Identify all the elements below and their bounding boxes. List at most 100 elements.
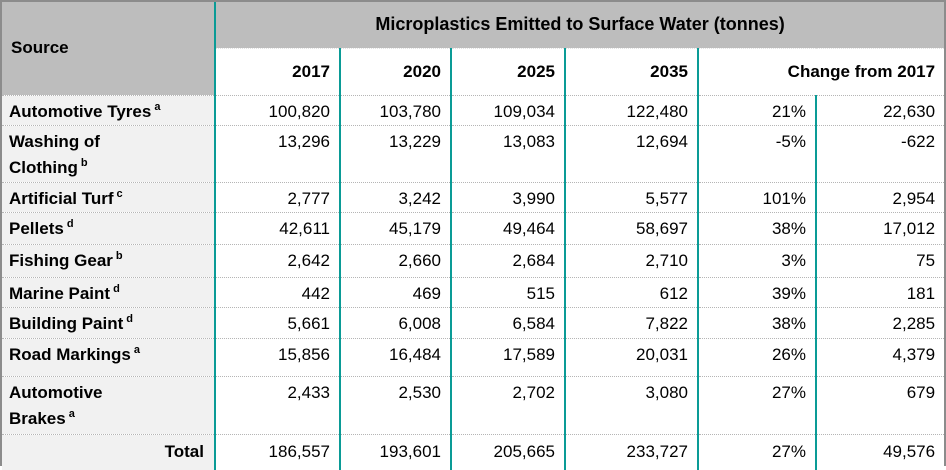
table-row: Road Markings a 15,856 16,484 17,589 20,0… bbox=[2, 337, 945, 376]
value-cell: 2,642 bbox=[214, 243, 340, 277]
year-header-2017: 2017 bbox=[214, 47, 340, 95]
value-cell: 5,577 bbox=[564, 181, 698, 212]
total-row: Total 186,557 193,601 205,665 233,727 27… bbox=[2, 433, 945, 470]
footnote-marker: d bbox=[126, 312, 134, 325]
change-abs-cell: 4,379 bbox=[814, 337, 945, 376]
change-pct-cell: 26% bbox=[697, 337, 816, 376]
value-cell: 6,008 bbox=[339, 306, 451, 338]
value-cell: 442 bbox=[214, 276, 340, 307]
change-pct-cell: 38% bbox=[697, 211, 816, 244]
value-cell: 2,433 bbox=[214, 375, 340, 434]
total-change-pct-cell: 27% bbox=[697, 433, 816, 470]
change-abs-cell: -622 bbox=[814, 124, 945, 182]
value-cell: 2,660 bbox=[339, 243, 451, 277]
footnote-marker: b bbox=[115, 249, 123, 262]
value-cell: 16,484 bbox=[339, 337, 451, 376]
change-pct-cell: -5% bbox=[697, 124, 816, 182]
change-pct-cell: 101% bbox=[697, 181, 816, 212]
change-abs-cell: 2,954 bbox=[814, 181, 945, 212]
total-value-cell: 186,557 bbox=[214, 433, 340, 470]
row-label: Building Paint d bbox=[2, 306, 215, 338]
change-pct-cell: 21% bbox=[697, 94, 816, 125]
footnote-marker: a bbox=[133, 343, 140, 356]
total-change-abs-cell: 49,576 bbox=[814, 433, 945, 470]
total-label: Total bbox=[2, 433, 215, 470]
change-abs-cell: 679 bbox=[814, 375, 945, 434]
change-pct-cell: 3% bbox=[697, 243, 816, 277]
value-cell: 2,777 bbox=[214, 181, 340, 212]
change-pct-cell: 39% bbox=[697, 276, 816, 307]
value-cell: 13,296 bbox=[214, 124, 340, 182]
value-cell: 103,780 bbox=[339, 94, 451, 125]
value-cell: 612 bbox=[564, 276, 698, 307]
value-cell: 515 bbox=[450, 276, 565, 307]
value-cell: 7,822 bbox=[564, 306, 698, 338]
value-cell: 58,697 bbox=[564, 211, 698, 244]
value-cell: 42,611 bbox=[214, 211, 340, 244]
footnote-marker: b bbox=[80, 156, 88, 169]
value-cell: 20,031 bbox=[564, 337, 698, 376]
value-cell: 6,584 bbox=[450, 306, 565, 338]
change-abs-cell: 17,012 bbox=[814, 211, 945, 244]
value-cell: 3,080 bbox=[564, 375, 698, 434]
row-label: Washing of Clothing b bbox=[2, 124, 215, 182]
row-label: Fishing Gear b bbox=[2, 243, 215, 277]
change-pct-cell: 38% bbox=[697, 306, 816, 338]
value-cell: 17,589 bbox=[450, 337, 565, 376]
footnote-marker: a bbox=[68, 407, 75, 420]
table-row: Artificial Turf c 2,777 3,242 3,990 5,577… bbox=[2, 181, 945, 212]
source-column-header: Source bbox=[2, 2, 215, 95]
value-cell: 2,684 bbox=[450, 243, 565, 277]
year-header-2025: 2025 bbox=[450, 47, 565, 95]
row-label: Marine Paint d bbox=[2, 276, 215, 307]
year-header-2035: 2035 bbox=[564, 47, 698, 95]
table-row: Building Paint d 5,661 6,008 6,584 7,822 … bbox=[2, 306, 945, 338]
value-cell: 469 bbox=[339, 276, 451, 307]
table-row: Washing of Clothing b 13,296 13,229 13,08… bbox=[2, 124, 945, 182]
value-cell: 109,034 bbox=[450, 94, 565, 125]
value-cell: 2,530 bbox=[339, 375, 451, 434]
footnote-marker: d bbox=[113, 282, 120, 295]
row-label: Pellets d bbox=[2, 211, 215, 244]
table-row: Pellets d 42,611 45,179 49,464 58,697 38%… bbox=[2, 211, 945, 244]
value-cell: 2,710 bbox=[564, 243, 698, 277]
row-label: Automotive Tyres a bbox=[2, 94, 215, 125]
value-cell: 2,702 bbox=[450, 375, 565, 434]
change-abs-cell: 22,630 bbox=[814, 94, 945, 125]
title-header-row: Source Microplastics Emitted to Surface … bbox=[2, 2, 945, 95]
table-row: Automotive Brakes a 2,433 2,530 2,702 3,0… bbox=[2, 375, 945, 434]
value-cell: 13,229 bbox=[339, 124, 451, 182]
table-title: Microplastics Emitted to Surface Water (… bbox=[213, 2, 945, 48]
table-row: Marine Paint d 442 469 515 612 39% 181 bbox=[2, 276, 945, 307]
change-abs-cell: 2,285 bbox=[814, 306, 945, 338]
total-value-cell: 205,665 bbox=[450, 433, 565, 470]
value-cell: 49,464 bbox=[450, 211, 565, 244]
year-header-2020: 2020 bbox=[339, 47, 451, 95]
change-abs-cell: 181 bbox=[814, 276, 945, 307]
change-from-2017-header: Change from 2017 bbox=[696, 47, 945, 95]
table-row: Automotive Tyres a 100,820 103,780 109,03… bbox=[2, 94, 945, 125]
value-cell: 100,820 bbox=[214, 94, 340, 125]
row-label: Artificial Turf c bbox=[2, 181, 215, 212]
year-header-row: 2017 2020 2025 2035 Change from 2017 bbox=[2, 47, 945, 95]
footnote-marker: a bbox=[154, 100, 161, 113]
value-cell: 12,694 bbox=[564, 124, 698, 182]
row-label: Road Markings a bbox=[2, 337, 215, 376]
value-cell: 15,856 bbox=[214, 337, 340, 376]
change-abs-cell: 75 bbox=[814, 243, 945, 277]
value-cell: 122,480 bbox=[564, 94, 698, 125]
footnote-marker: c bbox=[116, 187, 123, 200]
total-value-cell: 233,727 bbox=[564, 433, 698, 470]
table-row: Fishing Gear b 2,642 2,660 2,684 2,710 3%… bbox=[2, 243, 945, 277]
value-cell: 3,242 bbox=[339, 181, 451, 212]
value-cell: 45,179 bbox=[339, 211, 451, 244]
value-cell: 3,990 bbox=[450, 181, 565, 212]
row-label: Automotive Brakes a bbox=[2, 375, 215, 434]
value-cell: 13,083 bbox=[450, 124, 565, 182]
value-cell: 5,661 bbox=[214, 306, 340, 338]
footnote-marker: d bbox=[66, 217, 74, 230]
total-value-cell: 193,601 bbox=[339, 433, 451, 470]
change-pct-cell: 27% bbox=[697, 375, 816, 434]
